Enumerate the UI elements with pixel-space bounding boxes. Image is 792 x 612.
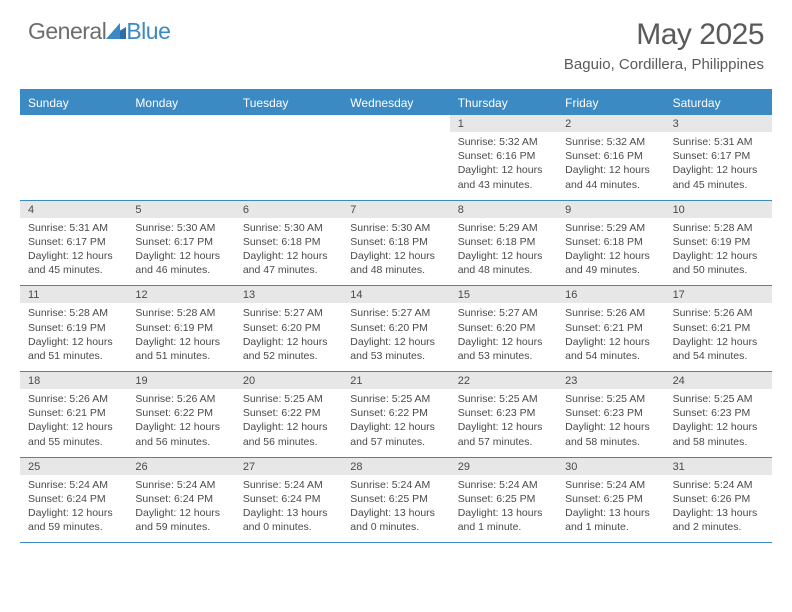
day-number: 27 (235, 458, 342, 475)
day-info: Sunrise: 5:24 AM Sunset: 6:25 PM Dayligh… (450, 475, 557, 543)
day-number (342, 115, 449, 132)
week-number-row: 123 (20, 115, 772, 132)
day-info: Sunrise: 5:25 AM Sunset: 6:22 PM Dayligh… (235, 389, 342, 457)
day-number: 16 (557, 286, 664, 303)
week-number-row: 45678910 (20, 201, 772, 218)
week-number-row: 18192021222324 (20, 372, 772, 389)
day-number: 31 (665, 458, 772, 475)
day-info: Sunrise: 5:30 AM Sunset: 6:18 PM Dayligh… (342, 218, 449, 286)
day-number: 4 (20, 201, 127, 218)
logo-text-blue: Blue (126, 18, 170, 45)
day-info: Sunrise: 5:24 AM Sunset: 6:25 PM Dayligh… (557, 475, 664, 543)
day-info: Sunrise: 5:26 AM Sunset: 6:21 PM Dayligh… (20, 389, 127, 457)
dow-friday: Friday (557, 91, 664, 115)
day-number: 21 (342, 372, 449, 389)
day-of-week-header: Sunday Monday Tuesday Wednesday Thursday… (20, 91, 772, 115)
day-number: 22 (450, 372, 557, 389)
dow-thursday: Thursday (450, 91, 557, 115)
day-number: 29 (450, 458, 557, 475)
day-info (235, 132, 342, 200)
day-info: Sunrise: 5:31 AM Sunset: 6:17 PM Dayligh… (20, 218, 127, 286)
day-info: Sunrise: 5:27 AM Sunset: 6:20 PM Dayligh… (342, 303, 449, 371)
day-number: 8 (450, 201, 557, 218)
day-info: Sunrise: 5:30 AM Sunset: 6:17 PM Dayligh… (127, 218, 234, 286)
day-number (20, 115, 127, 132)
header: General Blue May 2025 Baguio, Cordillera… (0, 0, 792, 81)
day-number: 25 (20, 458, 127, 475)
dow-sunday: Sunday (20, 91, 127, 115)
day-info: Sunrise: 5:26 AM Sunset: 6:22 PM Dayligh… (127, 389, 234, 457)
day-info: Sunrise: 5:27 AM Sunset: 6:20 PM Dayligh… (450, 303, 557, 371)
day-info: Sunrise: 5:24 AM Sunset: 6:26 PM Dayligh… (665, 475, 772, 543)
day-info: Sunrise: 5:32 AM Sunset: 6:16 PM Dayligh… (557, 132, 664, 200)
day-info: Sunrise: 5:25 AM Sunset: 6:22 PM Dayligh… (342, 389, 449, 457)
day-number: 18 (20, 372, 127, 389)
day-number: 24 (665, 372, 772, 389)
day-number: 23 (557, 372, 664, 389)
day-number: 9 (557, 201, 664, 218)
day-number: 20 (235, 372, 342, 389)
week-number-row: 11121314151617 (20, 286, 772, 303)
day-number: 1 (450, 115, 557, 132)
day-number: 19 (127, 372, 234, 389)
day-info: Sunrise: 5:32 AM Sunset: 6:16 PM Dayligh… (450, 132, 557, 200)
week-info-row: Sunrise: 5:32 AM Sunset: 6:16 PM Dayligh… (20, 132, 772, 201)
day-info: Sunrise: 5:24 AM Sunset: 6:24 PM Dayligh… (20, 475, 127, 543)
day-number: 17 (665, 286, 772, 303)
day-number: 2 (557, 115, 664, 132)
day-number: 12 (127, 286, 234, 303)
dow-tuesday: Tuesday (235, 91, 342, 115)
location-text: Baguio, Cordillera, Philippines (564, 56, 764, 73)
title-block: May 2025 Baguio, Cordillera, Philippines (564, 18, 764, 73)
day-number: 11 (20, 286, 127, 303)
day-info: Sunrise: 5:24 AM Sunset: 6:24 PM Dayligh… (235, 475, 342, 543)
day-number (235, 115, 342, 132)
week-number-row: 25262728293031 (20, 458, 772, 475)
day-info: Sunrise: 5:30 AM Sunset: 6:18 PM Dayligh… (235, 218, 342, 286)
day-info: Sunrise: 5:28 AM Sunset: 6:19 PM Dayligh… (665, 218, 772, 286)
day-info: Sunrise: 5:25 AM Sunset: 6:23 PM Dayligh… (450, 389, 557, 457)
day-info (20, 132, 127, 200)
day-number: 30 (557, 458, 664, 475)
day-info: Sunrise: 5:27 AM Sunset: 6:20 PM Dayligh… (235, 303, 342, 371)
day-info: Sunrise: 5:31 AM Sunset: 6:17 PM Dayligh… (665, 132, 772, 200)
dow-monday: Monday (127, 91, 234, 115)
week-info-row: Sunrise: 5:28 AM Sunset: 6:19 PM Dayligh… (20, 303, 772, 372)
day-number: 28 (342, 458, 449, 475)
dow-wednesday: Wednesday (342, 91, 449, 115)
logo-text-general: General (28, 18, 106, 45)
day-info: Sunrise: 5:25 AM Sunset: 6:23 PM Dayligh… (557, 389, 664, 457)
day-info: Sunrise: 5:24 AM Sunset: 6:24 PM Dayligh… (127, 475, 234, 543)
day-info (342, 132, 449, 200)
day-info (127, 132, 234, 200)
day-number: 26 (127, 458, 234, 475)
day-number: 15 (450, 286, 557, 303)
dow-saturday: Saturday (665, 91, 772, 115)
week-info-row: Sunrise: 5:26 AM Sunset: 6:21 PM Dayligh… (20, 389, 772, 458)
day-info: Sunrise: 5:24 AM Sunset: 6:25 PM Dayligh… (342, 475, 449, 543)
weeks-container: 123Sunrise: 5:32 AM Sunset: 6:16 PM Dayl… (20, 115, 772, 543)
day-info: Sunrise: 5:25 AM Sunset: 6:23 PM Dayligh… (665, 389, 772, 457)
week-info-row: Sunrise: 5:24 AM Sunset: 6:24 PM Dayligh… (20, 475, 772, 544)
page-title: May 2025 (564, 18, 764, 52)
day-info: Sunrise: 5:28 AM Sunset: 6:19 PM Dayligh… (20, 303, 127, 371)
day-info: Sunrise: 5:29 AM Sunset: 6:18 PM Dayligh… (557, 218, 664, 286)
day-number: 7 (342, 201, 449, 218)
logo: General Blue (28, 18, 170, 45)
day-info: Sunrise: 5:26 AM Sunset: 6:21 PM Dayligh… (557, 303, 664, 371)
week-info-row: Sunrise: 5:31 AM Sunset: 6:17 PM Dayligh… (20, 218, 772, 287)
day-number: 6 (235, 201, 342, 218)
day-number: 13 (235, 286, 342, 303)
day-info: Sunrise: 5:29 AM Sunset: 6:18 PM Dayligh… (450, 218, 557, 286)
day-number (127, 115, 234, 132)
triangle-icon (106, 23, 126, 44)
day-number: 10 (665, 201, 772, 218)
day-number: 3 (665, 115, 772, 132)
day-number: 5 (127, 201, 234, 218)
calendar: Sunday Monday Tuesday Wednesday Thursday… (20, 89, 772, 543)
day-number: 14 (342, 286, 449, 303)
day-info: Sunrise: 5:26 AM Sunset: 6:21 PM Dayligh… (665, 303, 772, 371)
day-info: Sunrise: 5:28 AM Sunset: 6:19 PM Dayligh… (127, 303, 234, 371)
